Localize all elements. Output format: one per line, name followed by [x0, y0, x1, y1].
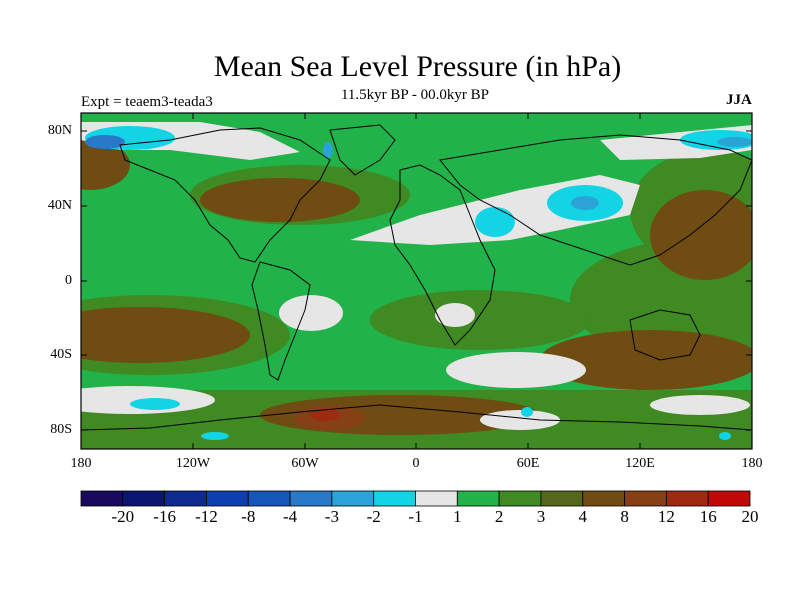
axis-ticks: [80, 113, 753, 449]
colorbar-swatch-9: [456, 490, 500, 507]
colorbar-swatch-14: [665, 490, 709, 507]
colorbar-swatch-8: [415, 490, 458, 507]
lat-label-80s: 80S: [50, 422, 72, 437]
pressure-field: [81, 113, 752, 449]
lon-label-180w: 180: [70, 456, 92, 471]
colorbar-label-0: -20: [111, 507, 135, 526]
colorbar-swatch-7: [373, 490, 416, 507]
season-label: JJA: [726, 92, 752, 108]
colorbar-label-11: 4: [578, 507, 588, 526]
colorbar-swatch-11: [540, 490, 584, 507]
lon-label-60e: 60E: [516, 456, 540, 471]
colorbar-label-1: -16: [153, 507, 176, 526]
colorbar-swatch-3: [206, 490, 249, 507]
colorbar-label-4: -4: [282, 507, 298, 526]
colorbar-swatch-12: [582, 490, 625, 507]
lat-label-80n: 80N: [47, 123, 72, 138]
lon-label-0: 0: [412, 456, 420, 471]
plot-title: Mean Sea Level Pressure (in hPa): [213, 50, 622, 83]
lon-label-60w: 60W: [291, 456, 319, 471]
colorbar-label-8: 1: [453, 507, 462, 526]
colorbar-swatch-10: [498, 490, 542, 507]
colorbar-label-9: 2: [494, 507, 504, 526]
lon-label-120e: 120E: [625, 456, 655, 471]
lon-label-180e: 180: [741, 456, 763, 471]
colorbar-swatch-5: [289, 490, 333, 507]
colorbar-swatch-13: [624, 490, 667, 507]
plot-subtitle: 11.5kyr BP - 00.0kyr BP: [340, 87, 490, 103]
colorbar: [80, 490, 751, 507]
colorbar-swatch-6: [331, 490, 375, 507]
colorbar-label-14: 16: [699, 507, 717, 526]
colorbar-label-15: 20: [741, 507, 759, 526]
colorbar-swatch-2: [164, 490, 207, 507]
colorbar-label-13: 12: [657, 507, 675, 526]
experiment-label: Expt = teaem3-teada3: [81, 94, 213, 110]
colorbar-label-3: -8: [241, 507, 256, 526]
colorbar-label-7: -1: [408, 507, 423, 526]
colorbar-label-10: 3: [536, 507, 546, 526]
lon-label-120w: 120W: [175, 456, 211, 471]
colorbar-swatch-4: [247, 490, 291, 507]
coastlines: [81, 124, 752, 431]
colorbar-label-2: -12: [195, 507, 218, 526]
colorbar-swatch-15: [707, 490, 751, 507]
lat-label-0: 0: [65, 273, 72, 288]
lat-label-40s: 40S: [50, 347, 72, 362]
colorbar-swatch-1: [122, 490, 166, 507]
colorbar-label-6: -2: [366, 507, 381, 526]
colorbar-swatch-0: [80, 490, 124, 507]
colorbar-label-12: 8: [620, 507, 629, 526]
colorbar-label-5: -3: [324, 507, 339, 526]
lat-label-40n: 40N: [47, 198, 72, 213]
